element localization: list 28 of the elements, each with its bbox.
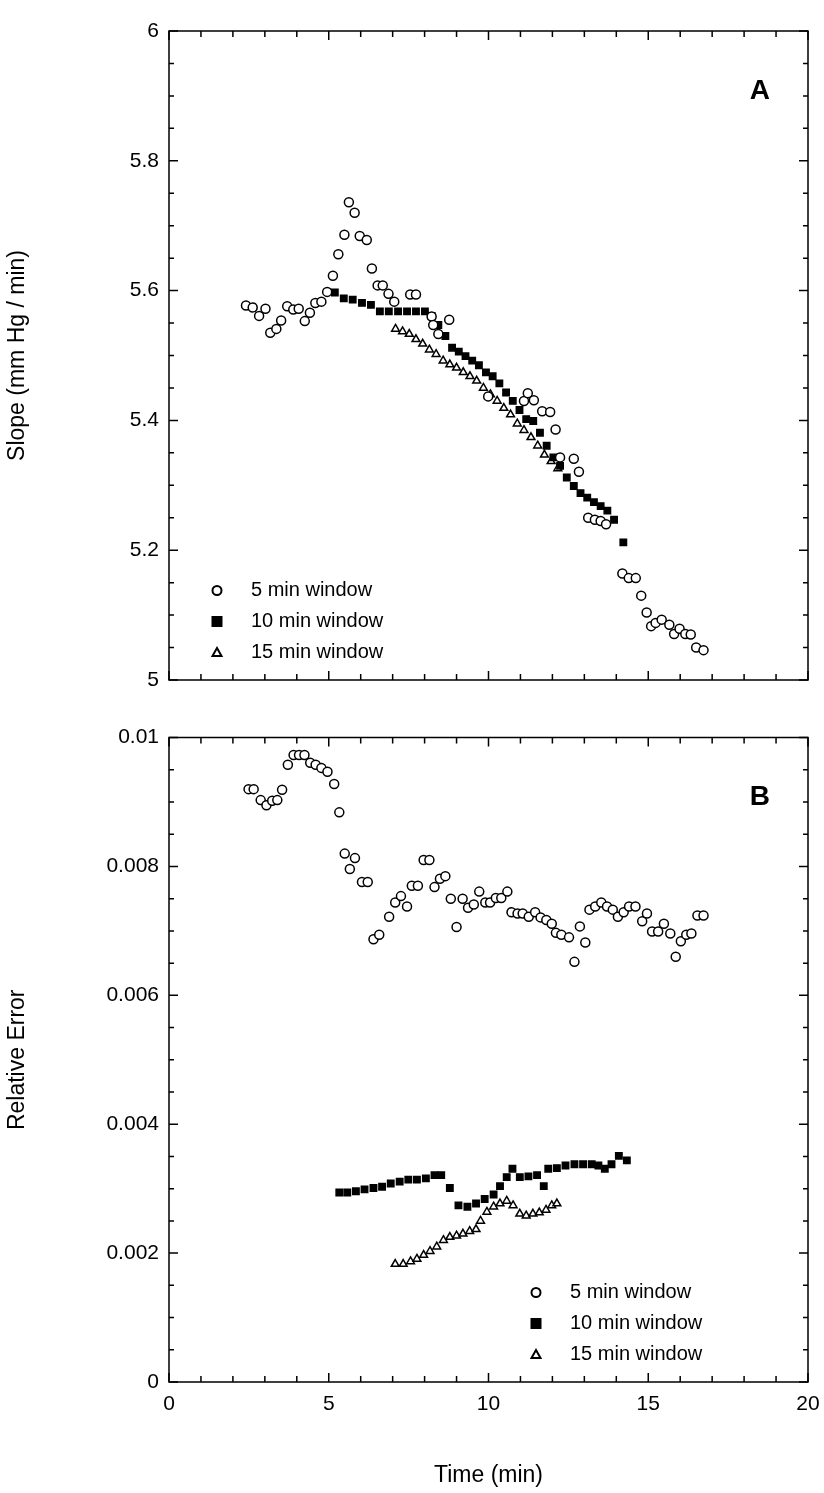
x-tick-label: 20 xyxy=(796,1391,820,1415)
annotation: B xyxy=(749,780,770,812)
legend-label: 15 min window xyxy=(251,640,384,663)
y-tick-label: 5.2 xyxy=(129,537,159,560)
x-tick-label: 0 xyxy=(163,1391,175,1415)
y-tick-label: 0.004 xyxy=(106,1111,160,1135)
y-tick-label: 0 xyxy=(147,1368,159,1392)
legend-label: 10 min window xyxy=(251,609,384,632)
x-tick-label: 5 xyxy=(322,1391,335,1415)
y-tick-label: 5.8 xyxy=(129,147,159,171)
legend-label: 15 min window xyxy=(570,1342,703,1365)
x-tick-label: 10 xyxy=(476,1391,501,1415)
y-tick-label: 0.002 xyxy=(106,1239,159,1263)
legend-label: 5 min window xyxy=(570,1280,692,1303)
annotation: A xyxy=(749,73,770,105)
x-tick-label: 15 xyxy=(636,1391,660,1415)
y-axis-title: Slope (mm Hg / min) xyxy=(3,250,30,461)
legend-label: 10 min window xyxy=(570,1311,703,1334)
y-tick-label: 5.6 xyxy=(129,277,159,301)
y-tick-label: 0.01 xyxy=(118,724,159,748)
y-tick-label: 0.008 xyxy=(106,853,159,877)
y-axis-title: Relative Error xyxy=(3,989,30,1131)
legend-label: 5 min window xyxy=(251,578,373,601)
x-axis-title: Time (min) xyxy=(433,1460,544,1487)
y-tick-label: 0.006 xyxy=(106,982,159,1006)
y-tick-label: 5 xyxy=(147,666,159,690)
y-tick-label: 5.4 xyxy=(129,407,160,431)
y-tick-label: 6 xyxy=(147,17,159,41)
